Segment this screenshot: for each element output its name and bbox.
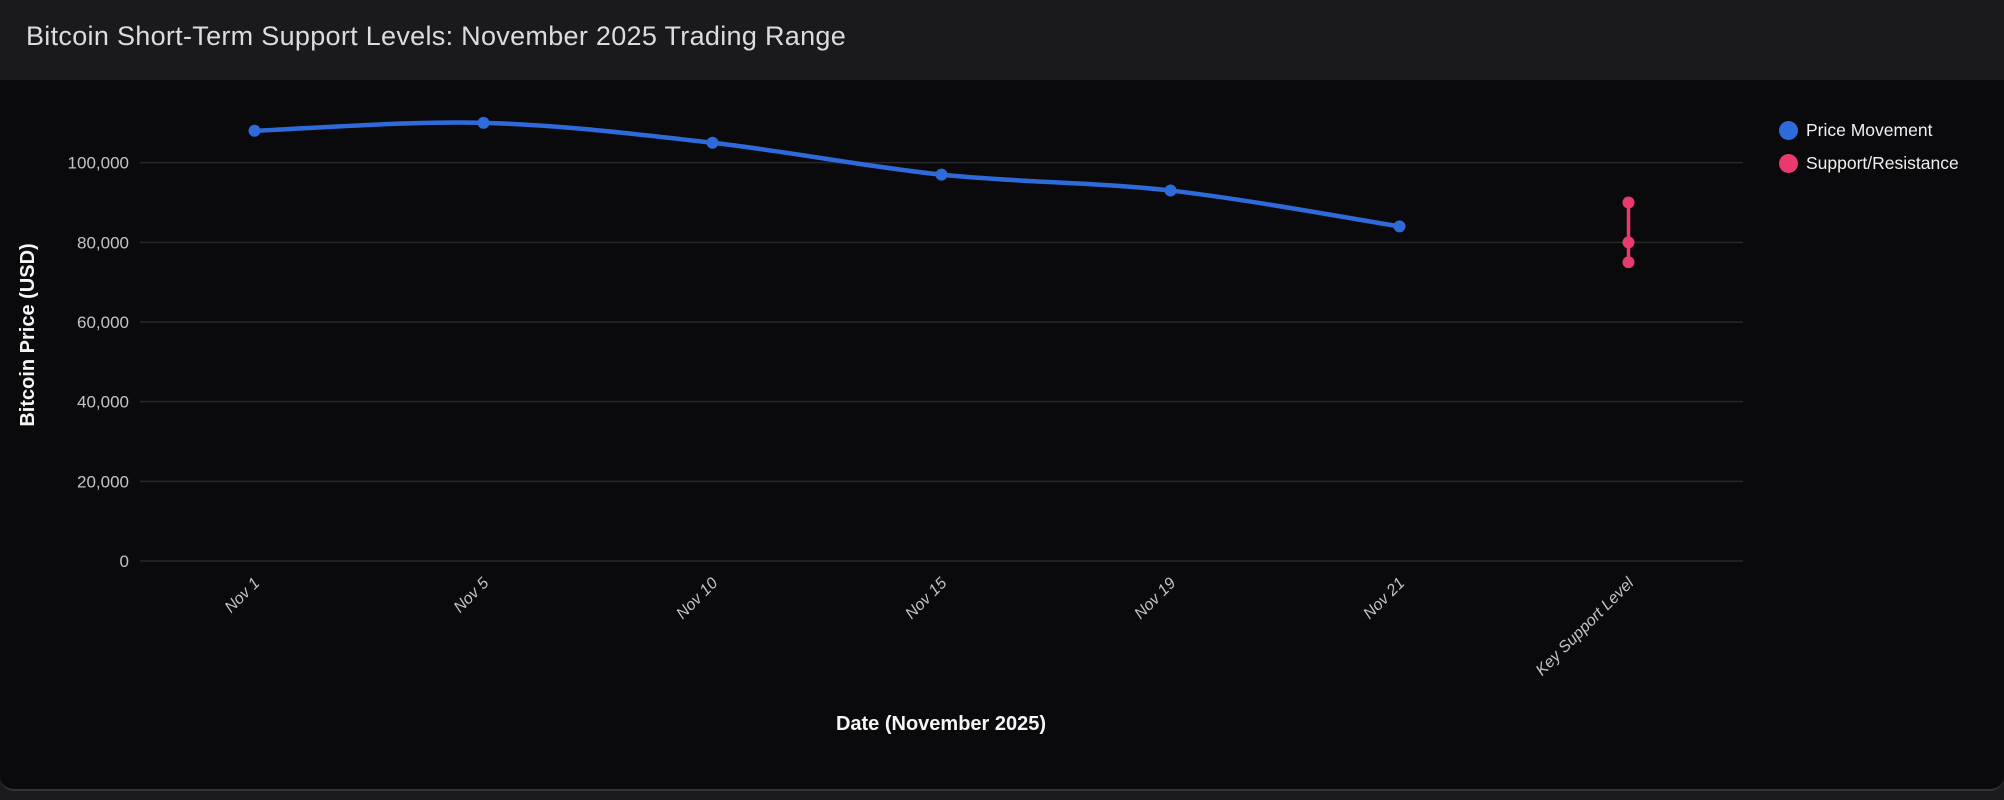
legend: Price Movement Support/Resistance [1779,121,1959,173]
x-tick-label: Nov 5 [451,575,493,617]
chart-panel: 0 20,000 40,000 60,000 80,000 100,000 Nov 1 Nov… [0,80,2004,791]
x-tick-label: Nov 1 [222,575,264,617]
y-axis-title: Bitcoin Price (USD) [17,243,39,426]
x-axis-title: Date (November 2025) [836,713,1046,735]
price-point[interactable] [706,136,719,149]
y-tick-label: 80,000 [77,233,129,252]
price-point[interactable] [248,124,261,137]
x-tick-label: Nov 21 [1360,575,1408,623]
support-point[interactable] [1622,236,1635,249]
header-bar: Bitcoin Short-Term Support Levels: Novem… [0,0,2004,80]
x-tick-label: Nov 19 [1131,575,1179,623]
y-tick-label: 40,000 [77,393,129,412]
page-title: Bitcoin Short-Term Support Levels: Novem… [26,20,847,51]
x-tick-label: Nov 10 [673,575,721,623]
support-resistance-swatch-icon [1779,154,1798,173]
y-tick-label: 100,000 [68,154,129,173]
y-tick-label: 20,000 [77,472,129,491]
series-layer [248,116,1635,269]
x-tick-label: Nov 15 [902,575,950,623]
gridlines [140,161,1743,562]
price-point[interactable] [1164,184,1177,197]
price-chart: 0 20,000 40,000 60,000 80,000 100,000 Nov 1 Nov… [17,116,1743,735]
price-line [252,120,1402,229]
axis-ticks: 0 20,000 40,000 60,000 80,000 100,000 Nov 1 Nov… [68,154,1638,680]
price-point[interactable] [935,168,948,181]
y-tick-label: 60,000 [77,313,129,332]
legend-item-price-movement[interactable]: Price Movement [1779,121,1959,140]
price-movement-swatch-icon [1779,121,1798,140]
legend-label-price-movement: Price Movement [1806,120,1933,140]
y-tick-label: 0 [120,552,129,571]
support-point[interactable] [1622,256,1635,269]
price-point[interactable] [1393,220,1406,233]
price-point[interactable] [477,116,490,129]
legend-item-support-resistance[interactable]: Support/Resistance [1779,154,1959,173]
legend-label-support-resistance: Support/Resistance [1806,153,1959,173]
support-point[interactable] [1622,196,1635,209]
x-tick-label: Key Support Level [1533,574,1638,679]
